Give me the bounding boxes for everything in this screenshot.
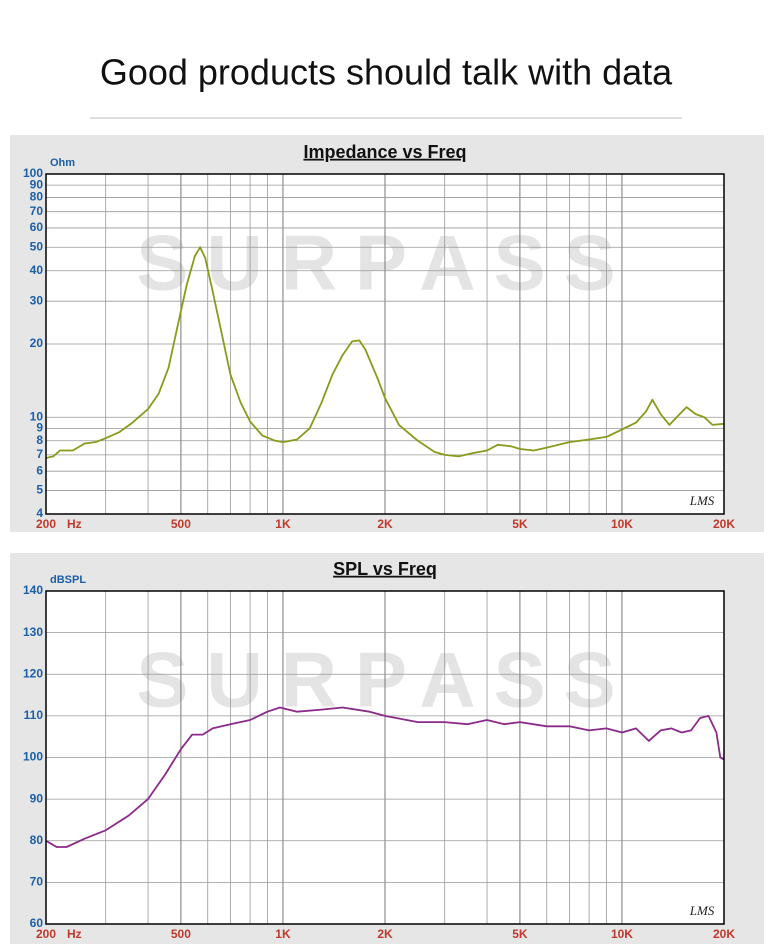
x-tick-label: 2K (377, 927, 393, 941)
y-tick-label: 4 (36, 506, 43, 520)
y-tick-label: 100 (23, 750, 43, 764)
x-tick-label: 200 (36, 927, 56, 941)
watermark: SURPASS (136, 636, 633, 724)
y-tick-label: 20 (30, 336, 44, 350)
y-tick-label: 30 (30, 293, 44, 307)
x-axis-unit: Hz (67, 517, 82, 531)
y-tick-label: 130 (23, 625, 43, 639)
y-tick-label: 80 (30, 833, 44, 847)
y-tick-label: 10 (30, 409, 44, 423)
logo: LMS (689, 903, 715, 918)
y-tick-label: 9 (36, 421, 43, 435)
y-tick-label: 70 (30, 204, 44, 218)
y-tick-label: 60 (30, 220, 44, 234)
y-tick-label: 100 (23, 166, 43, 180)
x-tick-label: 5K (512, 517, 528, 531)
y-tick-label: 120 (23, 666, 43, 680)
y-tick-label: 90 (30, 791, 44, 805)
chart-title: SPL vs Freq (333, 559, 437, 579)
y-tick-label: 7 (36, 447, 43, 461)
y-tick-label: 110 (24, 708, 44, 722)
y-tick-label: 60 (30, 916, 44, 930)
x-tick-label: 500 (171, 927, 191, 941)
y-tick-label: 90 (30, 177, 44, 191)
data-line (45, 706, 725, 848)
page-title: Good products should talk with data (100, 52, 673, 93)
watermark: SURPASS (136, 219, 633, 307)
y-tick-label: 50 (30, 239, 44, 253)
x-tick-label: 5K (512, 927, 528, 941)
x-tick-label: 20K (713, 927, 735, 941)
y-tick-label: 8 (36, 433, 43, 447)
x-tick-label: 10K (611, 927, 633, 941)
chart-title: Impedance vs Freq (303, 142, 466, 162)
x-tick-label: 10K (611, 517, 633, 531)
x-tick-label: 20K (713, 517, 735, 531)
plot-border (45, 590, 725, 925)
y-axis-label: dBSPL (50, 574, 86, 586)
y-tick-label: 6 (36, 463, 43, 477)
data-line (45, 246, 725, 459)
x-tick-label: 200 (36, 517, 56, 531)
x-axis-unit: Hz (67, 927, 82, 941)
logo: LMS (689, 493, 715, 508)
x-tick-label: 2K (377, 517, 393, 531)
y-tick-label: 40 (30, 263, 44, 277)
plot-border (45, 173, 725, 515)
x-tick-label: 1K (275, 517, 291, 531)
y-tick-label: 80 (30, 190, 44, 204)
y-tick-label: 5 (36, 483, 43, 497)
y-axis-label: Ohm (50, 157, 75, 169)
x-tick-label: 500 (171, 517, 191, 531)
y-tick-label: 140 (23, 583, 43, 597)
y-tick-label: 70 (30, 875, 44, 889)
x-tick-label: 1K (275, 927, 291, 941)
